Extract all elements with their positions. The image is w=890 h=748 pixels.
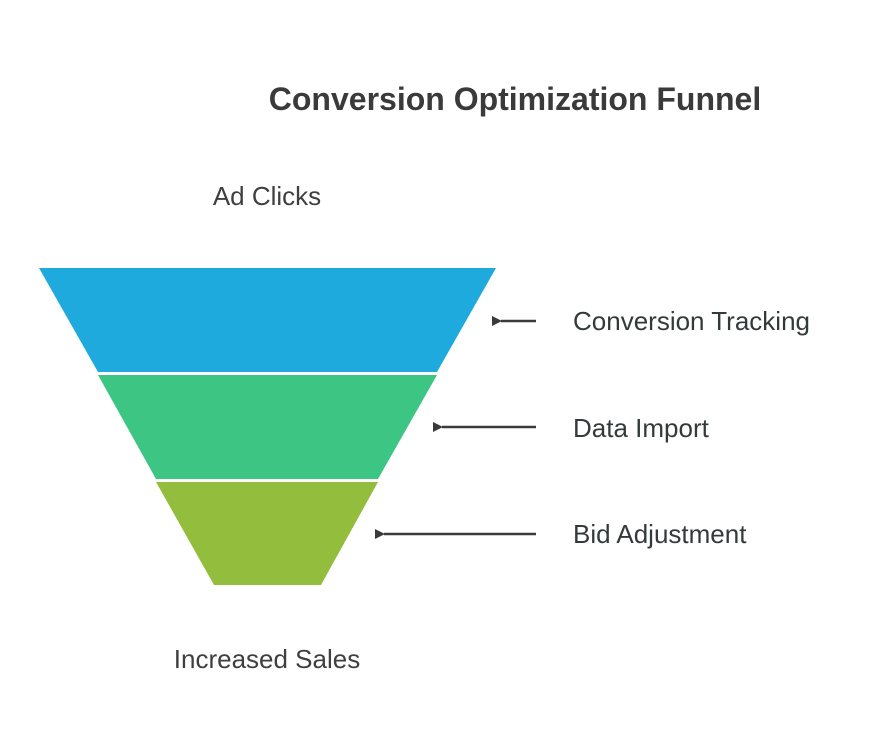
stage-label-conversion-tracking: Conversion Tracking <box>573 306 810 336</box>
top-caption: Ad Clicks <box>213 181 321 211</box>
stage-label-data-import: Data Import <box>573 413 710 443</box>
bottom-caption: Increased Sales <box>174 644 360 674</box>
funnel-stage-conversion-tracking <box>39 268 496 372</box>
funnel-stage-bid-adjustment <box>156 482 378 585</box>
diagram-title: Conversion Optimization Funnel <box>269 81 761 117</box>
funnel-stage-data-import <box>98 375 437 479</box>
stage-label-bid-adjustment: Bid Adjustment <box>573 519 747 549</box>
